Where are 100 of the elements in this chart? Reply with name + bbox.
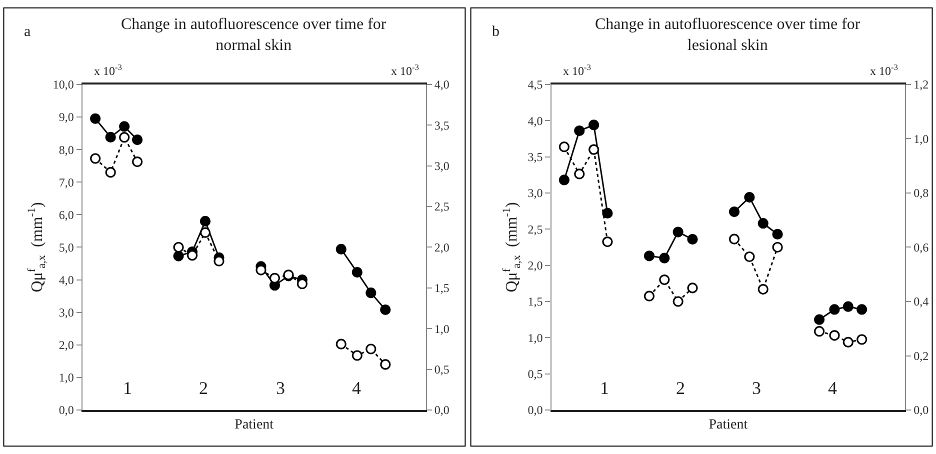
point xyxy=(352,267,362,278)
y2-tick-label: 2,5 xyxy=(434,200,450,214)
point xyxy=(200,227,211,238)
point xyxy=(119,121,130,132)
point xyxy=(119,132,130,143)
point xyxy=(574,125,585,136)
point xyxy=(814,326,825,337)
y-tick-label: 3,5 xyxy=(528,150,543,164)
y-tick-label: 7,0 xyxy=(58,175,74,190)
x-tick-label: 2 xyxy=(199,378,208,398)
y2-tick-label: 1,0 xyxy=(914,132,929,146)
point xyxy=(829,304,840,315)
point xyxy=(856,304,868,315)
point xyxy=(588,144,600,155)
x-tick-label: 2 xyxy=(676,378,685,398)
y-tick-label: 6,0 xyxy=(58,208,74,222)
point xyxy=(856,334,868,345)
point xyxy=(842,301,854,312)
text: x 10$^{-3}$ xyxy=(563,63,591,78)
y2-tick-label: 2,0 xyxy=(434,240,450,254)
y-tick-label: 0,0 xyxy=(528,403,543,418)
y-tick-label: 0,5 xyxy=(528,367,543,382)
y-tick-label: 9,0 xyxy=(58,110,74,124)
point xyxy=(336,244,346,254)
point xyxy=(269,272,280,284)
x-tick-label: 3 xyxy=(752,378,761,398)
text: a xyxy=(24,24,31,40)
y-tick-label: 5,0 xyxy=(58,240,74,254)
point xyxy=(214,256,224,266)
y2-tick-label: 0,0 xyxy=(914,403,929,418)
point xyxy=(687,282,698,294)
y2-tick-label: 0,8 xyxy=(914,186,929,200)
text: b xyxy=(492,24,500,40)
y-tick-label: 2,0 xyxy=(58,338,74,352)
y2-tick-label: 1,0 xyxy=(434,322,450,336)
y2-tick-label: 0,4 xyxy=(914,294,929,309)
point xyxy=(672,296,684,307)
point xyxy=(602,208,613,219)
point xyxy=(380,359,391,370)
point xyxy=(644,290,655,302)
point xyxy=(772,228,783,240)
x-tick-label: 4 xyxy=(828,378,837,398)
point xyxy=(758,218,768,229)
point xyxy=(558,174,570,186)
point xyxy=(728,234,740,244)
point xyxy=(380,304,391,316)
y2-tick-label: 0,5 xyxy=(434,362,450,377)
point xyxy=(173,242,184,253)
point xyxy=(758,284,768,295)
point xyxy=(90,153,101,164)
point xyxy=(90,113,101,124)
y-tick-label: 4,5 xyxy=(528,78,543,92)
point xyxy=(105,132,116,142)
text: x 10$^{-3}$ xyxy=(391,63,419,78)
y-tick-label: 4,0 xyxy=(528,114,543,128)
point xyxy=(366,288,376,298)
text: x 10$^{-3}$ xyxy=(94,63,122,78)
y-tick-label: 3,0 xyxy=(58,306,74,320)
point xyxy=(744,192,755,203)
chart-title: Change in autofluorescence over time for lesional skin xyxy=(595,16,861,54)
point xyxy=(842,336,854,348)
point xyxy=(366,344,376,354)
x-axis-title: Patient xyxy=(234,418,274,433)
point xyxy=(296,278,308,290)
y2-tick-label: 0,0 xyxy=(434,403,450,418)
y-tick-label: 0,0 xyxy=(58,403,74,418)
point xyxy=(829,330,840,341)
point xyxy=(588,120,600,130)
point xyxy=(186,250,198,261)
y2-tick-label: 1,2 xyxy=(914,78,929,92)
y2-tick-label: 1,5 xyxy=(434,281,450,296)
y2-tick-label: 3,0 xyxy=(434,159,450,174)
y2-tick-label: 0,2 xyxy=(914,348,929,363)
point xyxy=(256,264,266,276)
y-tick-label: 1,0 xyxy=(58,370,74,385)
point xyxy=(602,236,613,248)
point xyxy=(574,168,585,180)
text: x 10$^{-3}$ xyxy=(870,63,898,78)
point xyxy=(644,250,655,262)
y-tick-label: 2,0 xyxy=(528,258,543,273)
y2-tick-label: 4,0 xyxy=(434,78,450,92)
point xyxy=(173,250,184,262)
y-tick-label: 1,0 xyxy=(528,330,543,345)
point xyxy=(687,234,698,245)
y-tick-label: 3,0 xyxy=(528,186,543,200)
point xyxy=(744,251,755,262)
point xyxy=(814,314,825,325)
x-axis-title: Patient xyxy=(708,418,748,433)
chart-title: Change in autofluorescence over time for normal skin xyxy=(121,16,387,54)
point xyxy=(558,142,570,152)
x-tick-label: 4 xyxy=(352,378,361,398)
point xyxy=(200,216,211,226)
y2-tick-label: 3,5 xyxy=(434,118,450,132)
point xyxy=(659,252,670,264)
y-tick-label: 2,5 xyxy=(528,222,543,236)
point xyxy=(132,134,143,146)
y-tick-label: 1,5 xyxy=(528,294,543,309)
y2-tick-label: 0,6 xyxy=(914,240,929,254)
point xyxy=(659,274,670,286)
y-tick-label: 8,0 xyxy=(58,142,74,157)
